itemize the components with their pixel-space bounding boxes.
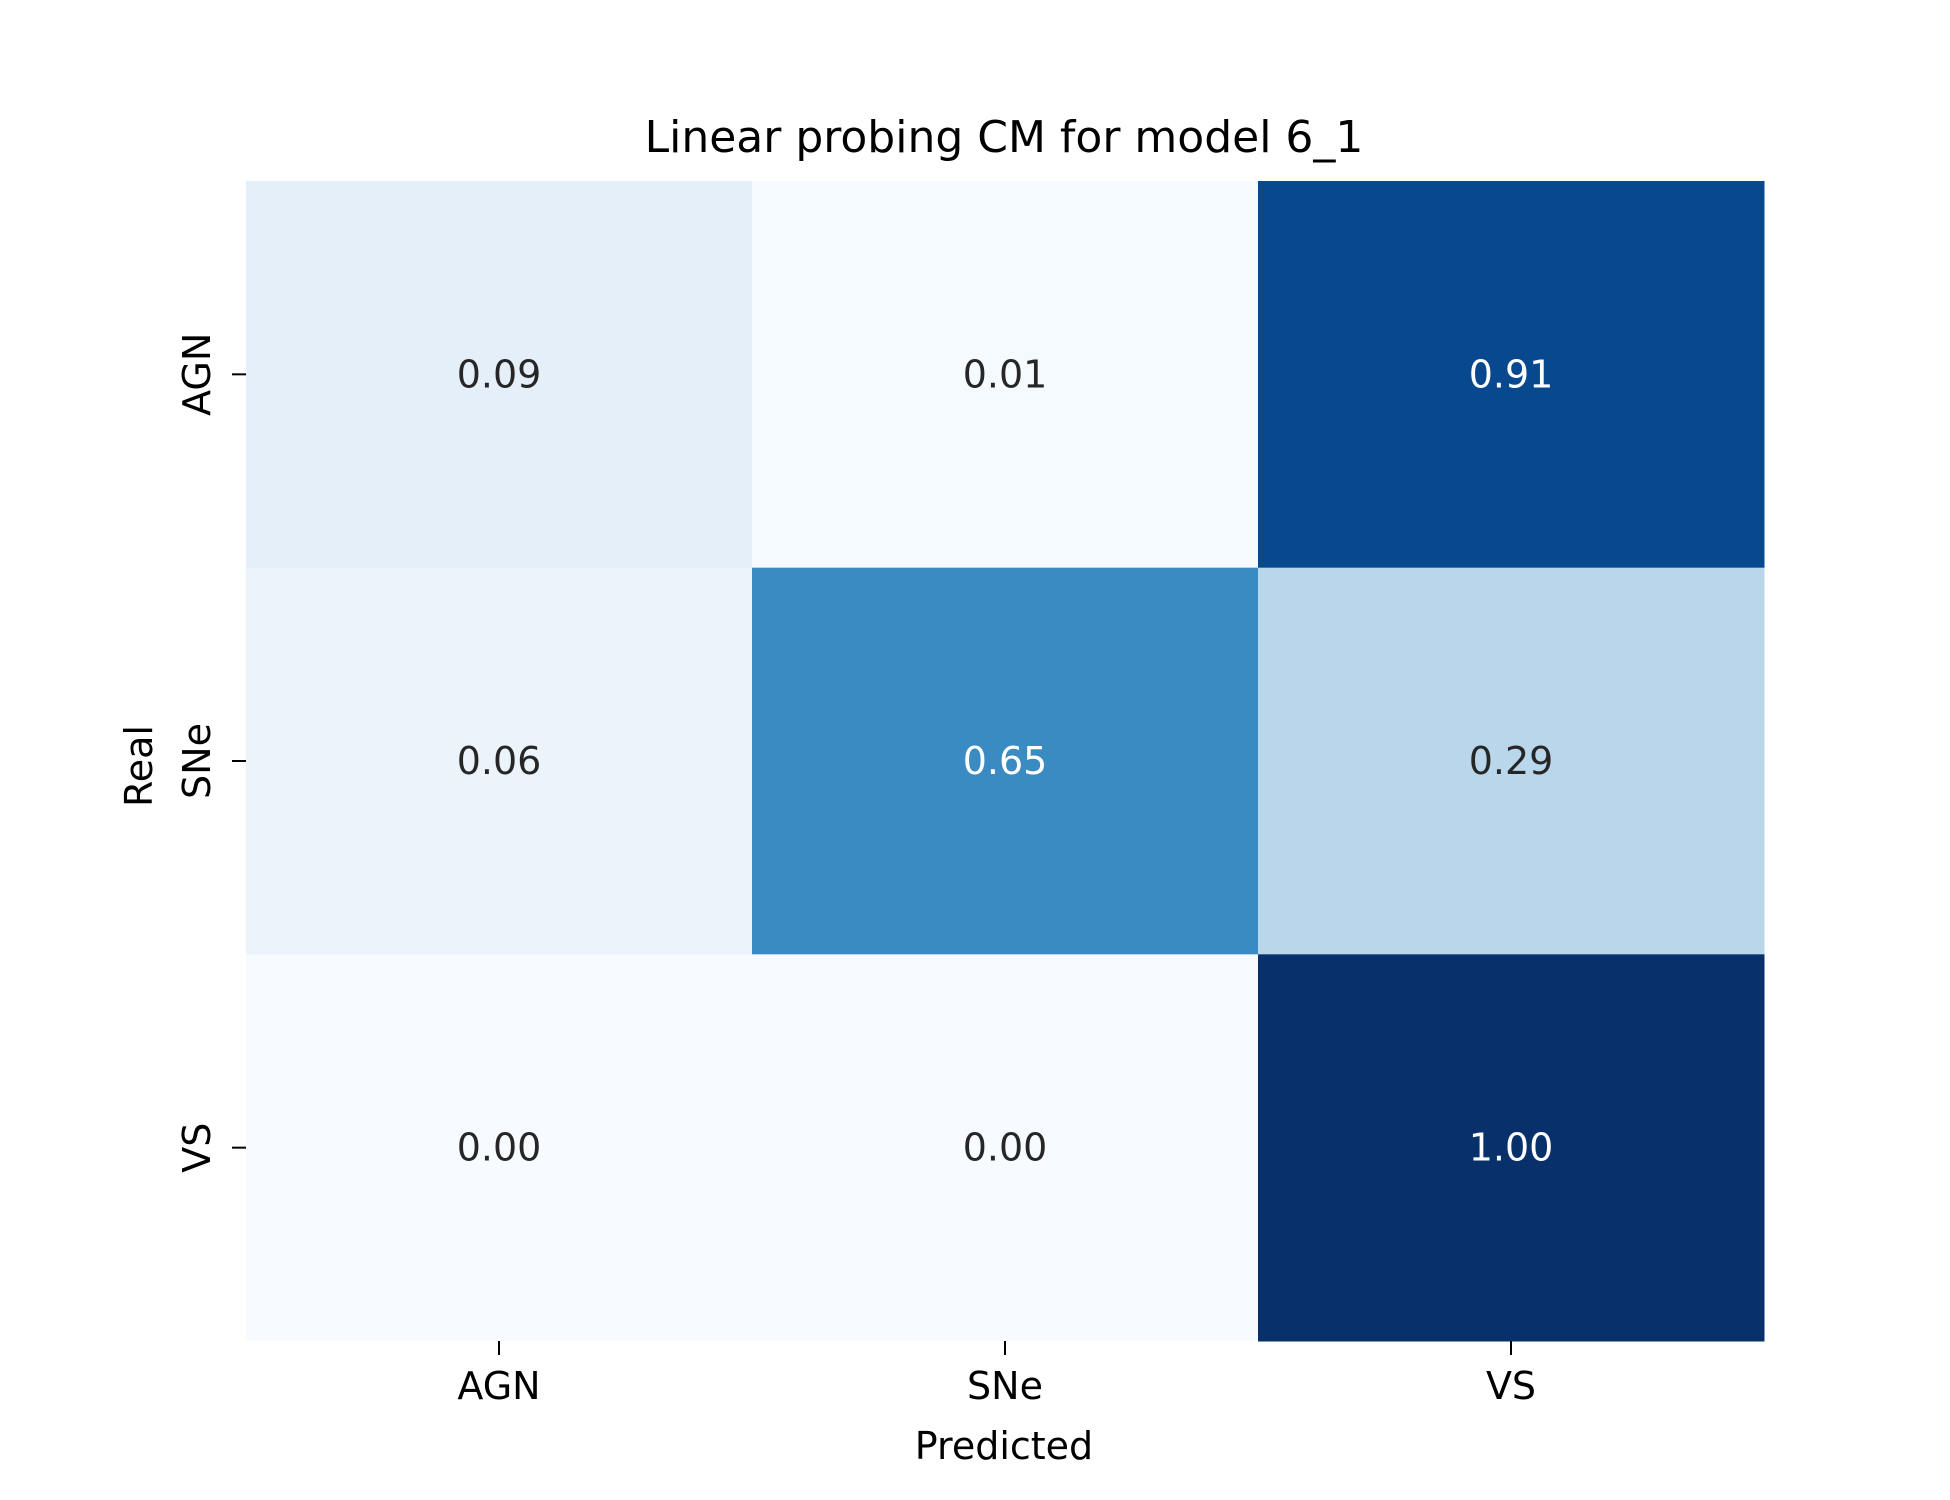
heatmap-cell-SNe-AGN: [246, 567, 753, 955]
y-tick-label: AGN: [175, 333, 219, 416]
heatmap-cells: [246, 181, 1765, 1342]
heatmap-cell-VS-AGN: [246, 954, 753, 1342]
cell-value-label: 0.91: [1469, 352, 1554, 396]
cell-value-label: 0.00: [963, 1126, 1048, 1170]
y-tick-label: SNe: [175, 723, 219, 799]
x-tick-label: VS: [1486, 1364, 1536, 1408]
heatmap-cell-SNe-VS: [1258, 567, 1765, 955]
y-tick-label: VS: [175, 1123, 219, 1173]
cell-value-label: 0.65: [963, 739, 1048, 783]
heatmap-cell-AGN-VS: [1258, 181, 1765, 569]
cell-value-label: 1.00: [1469, 1126, 1554, 1170]
heatmap-cell-SNe-SNe: [752, 567, 1259, 955]
y-axis: AGN SNe VS: [175, 333, 246, 1173]
cell-value-label: 0.06: [457, 739, 542, 783]
y-axis-label: Real: [117, 725, 161, 807]
cell-value-label: 0.09: [457, 352, 542, 396]
heatmap-cell-VS-SNe: [752, 954, 1259, 1342]
cell-value-label: 0.01: [963, 352, 1048, 396]
x-axis: AGN SNe VS: [457, 1341, 1536, 1408]
heatmap-cell-labels: 0.09 0.01 0.91 0.06 0.65 0.29 0.00 0.00 1.00: [457, 352, 1554, 1169]
heatmap-cell-AGN-AGN: [246, 181, 753, 569]
x-axis-label: Predicted: [915, 1424, 1093, 1468]
cell-value-label: 0.29: [1469, 739, 1554, 783]
x-tick-label: AGN: [457, 1364, 540, 1408]
x-tick-label: SNe: [967, 1364, 1043, 1408]
heatmap-cell-VS-VS: [1258, 954, 1765, 1342]
heatmap-cell-AGN-SNe: [752, 181, 1259, 569]
chart-title: Linear probing CM for model 6_1: [645, 112, 1364, 163]
cell-value-label: 0.00: [457, 1126, 542, 1170]
